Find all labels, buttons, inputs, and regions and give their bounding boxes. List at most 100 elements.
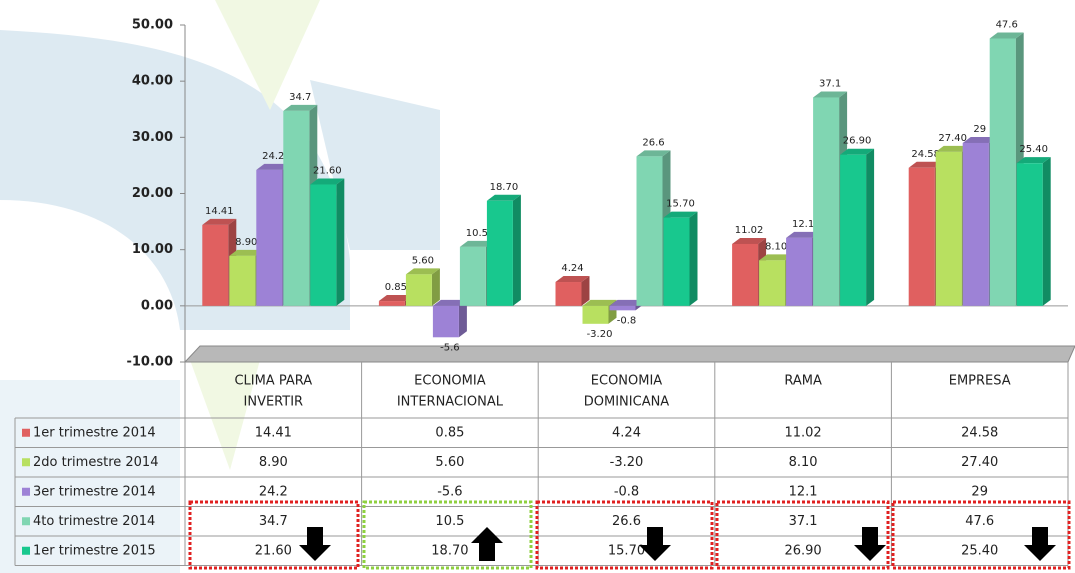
value-label: 8.90 [235,237,257,248]
table-cell: 24.2 [259,484,288,499]
legend-swatch [22,458,30,467]
bar-top [962,136,997,143]
bar [908,167,935,306]
table-cell: 8.90 [259,455,288,470]
value-label: 27.40 [938,133,967,144]
value-label: 21.60 [313,166,342,177]
bar-top [1016,157,1051,164]
bar [202,224,229,306]
table-cell: 34.7 [259,514,288,529]
bar-top [582,299,617,306]
bar-side [431,268,440,306]
value-label: 24.2 [262,151,284,162]
table-cell: 10.5 [435,514,464,529]
category-label: CLIMA PARA [234,374,312,389]
bar-top [732,237,767,244]
value-label: 26.6 [642,137,664,148]
bar-top [283,104,318,111]
bar-top [432,299,467,306]
y-tick-label: -10.00 [126,355,173,370]
table-cell: 47.6 [965,514,994,529]
bar-top [256,163,291,170]
table-cell: 29 [971,484,988,499]
bar-side [458,299,467,338]
bar-top [378,295,413,302]
value-label: 15.70 [666,199,695,210]
legend-swatch [22,546,30,555]
value-label: 37.1 [819,78,841,89]
value-label: 18.70 [490,182,519,193]
category-label: RAMA [784,374,822,389]
table-cell: 21.60 [255,543,292,558]
bar [840,154,867,306]
bar-top [840,148,875,155]
table-cell: 8.10 [789,455,818,470]
bar [378,301,405,306]
bar [813,97,840,306]
annotations [188,500,1071,570]
table-cell: 4.24 [612,425,641,440]
y-tick-label: 20.00 [132,186,173,201]
table-cell: 25.40 [961,543,998,558]
bar-top [908,161,943,168]
y-tick-label: 50.00 [132,18,173,33]
bar [310,184,337,306]
table-cell: 15.70 [608,543,645,558]
value-label: -5.6 [440,342,460,353]
value-label: 8.10 [765,241,787,252]
bar-side [581,276,590,306]
y-tick-label: 30.00 [132,130,173,145]
bar-side [689,211,698,306]
value-label: -0.8 [617,315,637,326]
table-cell: 5.60 [435,455,464,470]
value-label: 10.5 [466,228,488,239]
table-cell: 0.85 [435,425,464,440]
table-cell: 37.1 [789,514,818,529]
category-label: DOMINICANA [584,395,670,410]
bar-top [813,91,848,98]
bar [432,305,459,338]
bar-side [512,194,521,306]
bar [486,200,513,306]
bar-top [459,240,494,247]
legend-swatch [22,487,30,496]
bar-top [935,145,970,152]
bar [405,274,432,306]
bar [935,151,962,306]
category-label: INVERTIR [244,395,304,410]
legend-label: 4to trimestre 2014 [33,514,155,529]
table-cell: 11.02 [784,425,821,440]
value-label: 34.7 [289,92,311,103]
value-label: 4.24 [561,263,583,274]
bar [283,110,310,306]
category-label: INTERNACIONAL [397,395,504,410]
bar [459,246,486,306]
bar [1016,163,1043,306]
bar [256,169,283,306]
legend-label: 3er trimestre 2014 [33,484,156,499]
floor [183,345,1075,363]
value-label: 11.02 [735,225,764,236]
legend-swatch [22,428,30,437]
bar [759,260,786,306]
bar-top [310,178,345,185]
bar [732,243,759,306]
value-label: 0.85 [385,282,407,293]
bar-top [486,194,521,201]
bar [786,237,813,306]
bar [989,38,1016,306]
bar-top [663,211,698,218]
bar-top [202,218,237,225]
table-cell: 26.6 [612,514,641,529]
value-label: 12.1 [792,219,814,230]
bar-top [405,268,440,275]
bar [609,305,636,311]
bar-top [636,150,671,157]
table-cell: -3.20 [610,455,644,470]
category-label: EMPRESA [949,374,1011,389]
value-label: 24.58 [911,149,940,160]
bar-top [989,32,1024,39]
value-label: 29 [973,124,986,135]
value-label: 25.40 [1019,144,1048,155]
